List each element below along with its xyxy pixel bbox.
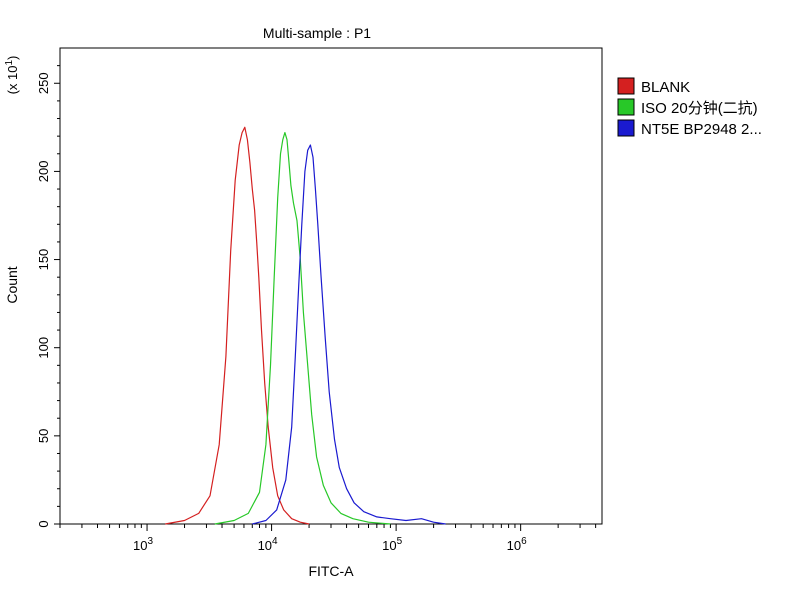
legend-label: ISO 20分钟(二抗) — [641, 100, 758, 117]
y-axis: 0 50 100 150 200 250 — [36, 65, 60, 528]
x-tick-label: 104 — [258, 536, 278, 553]
legend: BLANK ISO 20分钟(二抗) NT5E BP2948 2... — [617, 77, 762, 138]
y-tick-label: 0 — [36, 520, 51, 527]
y-tick-label: 100 — [36, 337, 51, 359]
chart-title: Multi-sample : P1 — [263, 25, 371, 41]
x-tick-base: 10 — [507, 538, 521, 553]
x-tick-label: 105 — [382, 536, 402, 553]
x-tick-exp: 3 — [147, 536, 153, 547]
legend-label: NT5E BP2948 2... — [641, 121, 762, 138]
y-tick-label: 150 — [36, 249, 51, 271]
series-group — [165, 126, 446, 525]
legend-swatch — [617, 119, 635, 137]
series-line-2 — [214, 132, 391, 525]
x-tick-label: 106 — [507, 536, 527, 553]
y-scale-note: (x 101) — [4, 56, 20, 95]
plot-frame — [59, 47, 603, 525]
plot-border — [59, 47, 603, 525]
series-line-3 — [252, 144, 446, 525]
x-tick-base: 10 — [382, 538, 396, 553]
x-tick-label: 103 — [133, 536, 153, 553]
x-axis-label: FITC-A — [308, 563, 354, 579]
legend-swatch — [617, 77, 635, 95]
legend-swatch — [617, 98, 635, 116]
legend-label: BLANK — [641, 79, 690, 96]
y-tick-label: 200 — [36, 161, 51, 183]
x-tick-exp: 4 — [272, 536, 278, 547]
x-axis: 103 104 105 106 — [59, 524, 597, 553]
y-axis-label: Count — [4, 266, 20, 303]
series-line-1 — [165, 126, 310, 525]
y-tick-label: 50 — [36, 429, 51, 443]
y-tick-label: 250 — [36, 72, 51, 94]
x-tick-base: 10 — [133, 538, 147, 553]
x-tick-exp: 5 — [397, 536, 403, 547]
x-tick-exp: 6 — [521, 536, 527, 547]
x-tick-base: 10 — [258, 538, 272, 553]
